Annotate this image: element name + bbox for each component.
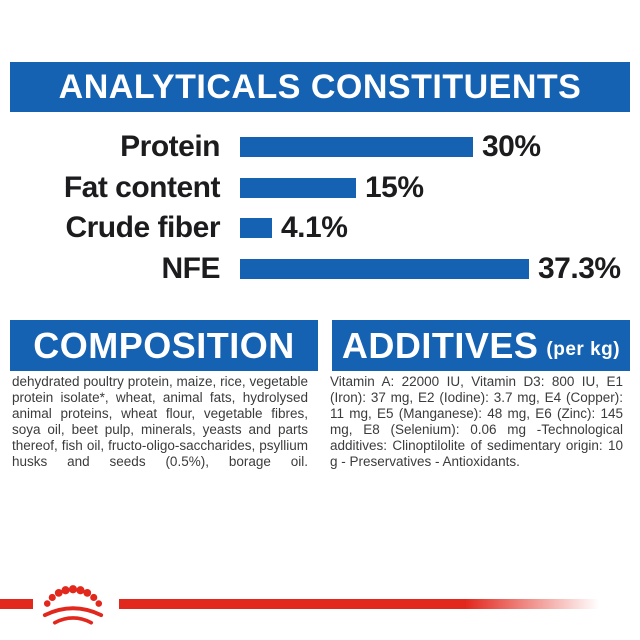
additives-unit-note: (per kg) <box>546 338 621 360</box>
chart-category-label: Crude fiber <box>65 211 220 245</box>
chart-value-label: 4.1% <box>281 211 348 245</box>
additives-header: ADDITIVES (per kg) <box>332 320 630 371</box>
analytical-constituents-header: ANALYTICALS CONSTITUENTS <box>10 62 630 112</box>
analytical-constituents-chart: Protein 30% Fat content 15% Crude fiber 4.1% N… <box>0 127 640 289</box>
chart-row: NFE 37.3% <box>0 249 640 290</box>
chart-category-label: NFE <box>161 251 221 285</box>
additives-title: ADDITIVES <box>341 324 539 366</box>
chart-value-label: 15% <box>365 170 424 204</box>
chart-row: Protein 30% <box>0 127 640 168</box>
chart-row: Fat content 15% <box>0 168 640 209</box>
chart-category-label: Fat content <box>63 170 221 204</box>
brand-line-fading-segment <box>119 599 599 609</box>
chart-category-label: Protein <box>120 130 220 164</box>
chart-value-label: 37.3% <box>538 251 621 285</box>
chart-bar <box>240 177 356 198</box>
chart-bar <box>240 258 529 279</box>
composition-header: COMPOSITION <box>10 320 318 371</box>
analytical-constituents-title: ANALYTICALS CONSTITUENTS <box>58 67 582 106</box>
royal-canin-crown-icon <box>42 585 104 625</box>
chart-value-label: 30% <box>482 130 541 164</box>
composition-title: COMPOSITION <box>33 324 295 366</box>
additives-text: Vitamin A: 22000 IU, Vitamin D3: 800 IU,… <box>330 374 623 469</box>
brand-line-left-segment <box>0 599 33 609</box>
chart-bar <box>240 137 473 158</box>
chart-bar <box>240 218 272 239</box>
composition-text: dehydrated poultry protein, maize, rice,… <box>12 374 308 469</box>
chart-row: Crude fiber 4.1% <box>0 208 640 249</box>
